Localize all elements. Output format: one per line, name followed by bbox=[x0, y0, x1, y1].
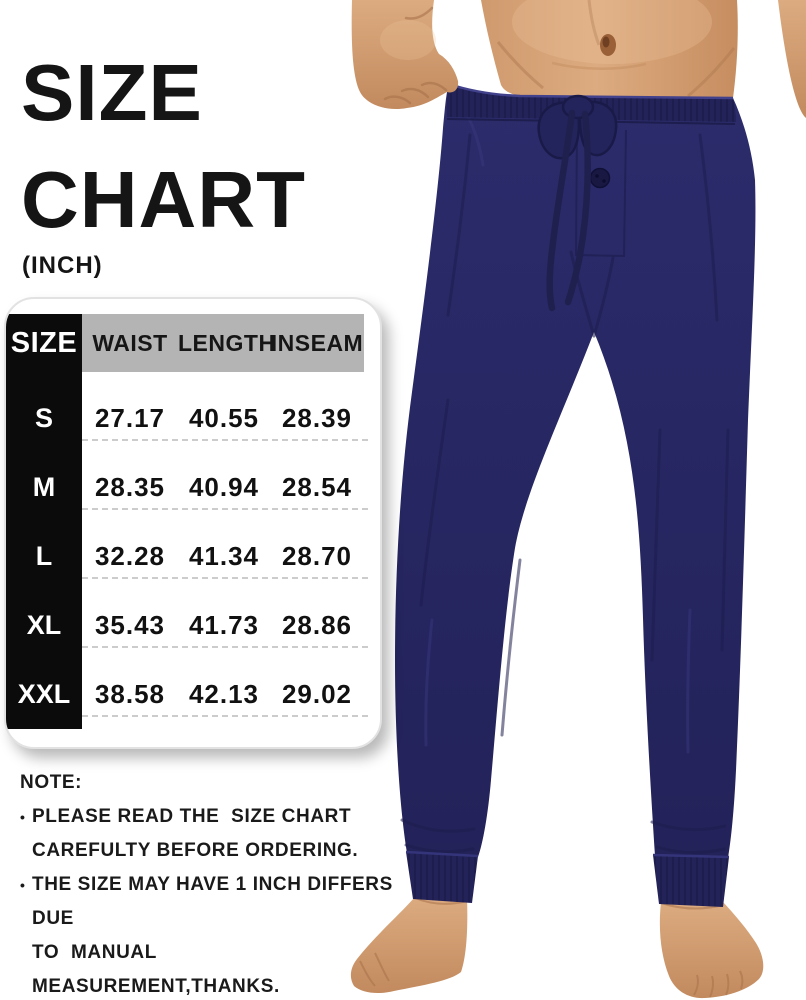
table-header: WAIST LENGTH INSEAM bbox=[82, 314, 364, 372]
waist-value: 32.28 bbox=[94, 541, 166, 571]
feet bbox=[350, 897, 764, 999]
length-value: 40.55 bbox=[188, 403, 260, 433]
table-row: 32.28 41.34 28.70 bbox=[82, 510, 368, 579]
button-placket bbox=[574, 127, 627, 257]
note-item-continuation: CAREFULTY BEFORE ORDERING. bbox=[32, 840, 359, 861]
left-foot bbox=[350, 897, 468, 994]
size-label: S bbox=[34, 403, 53, 433]
bullet-icon: • bbox=[20, 809, 26, 825]
waist-value: 27.17 bbox=[94, 403, 166, 433]
size-column: SIZE S M L XL XXL bbox=[6, 314, 82, 729]
inseam-value: 28.54 bbox=[281, 472, 353, 502]
waist-value: 35.43 bbox=[94, 610, 166, 640]
table-row: 28.35 40.94 28.54 bbox=[82, 441, 368, 510]
note-item: • PLEASE READ THE SIZE CHART bbox=[20, 800, 400, 834]
size-label: XL bbox=[26, 610, 62, 640]
size-chart-card: SIZE S M L XL XXL WAIST LENGTH INSEAM 27… bbox=[4, 297, 382, 749]
table-row: 35.43 41.73 28.86 bbox=[82, 579, 368, 648]
note-item-text: THE SIZE MAY HAVE 1 INCH DIFFERS DUE bbox=[32, 874, 405, 929]
torso bbox=[481, 0, 738, 98]
table-body: 27.17 40.55 28.39 28.35 40.94 28.54 32.2… bbox=[82, 372, 368, 717]
table-row: 27.17 40.55 28.39 bbox=[82, 372, 368, 441]
column-header-size: SIZE bbox=[10, 326, 78, 359]
size-label: XXL bbox=[17, 679, 71, 709]
table-row: 38.58 42.13 29.02 bbox=[82, 648, 368, 717]
note-heading: NOTE: bbox=[20, 772, 83, 793]
unit-label: (INCH) bbox=[22, 252, 103, 279]
inseam-value: 28.86 bbox=[281, 610, 353, 640]
page-title-line1: SIZE bbox=[21, 48, 203, 137]
length-value: 40.94 bbox=[188, 472, 260, 502]
right-arm bbox=[778, 0, 806, 118]
ankle-cuffs bbox=[405, 850, 730, 907]
length-value: 41.73 bbox=[188, 610, 260, 640]
size-label: M bbox=[32, 472, 56, 502]
page-title-line2: CHART bbox=[21, 155, 306, 244]
pants-body bbox=[395, 84, 756, 858]
note-section: NOTE: • PLEASE READ THE SIZE CHART CAREF… bbox=[20, 766, 400, 1000]
drawstring-strings bbox=[546, 109, 591, 312]
bullet-icon: • bbox=[20, 877, 26, 893]
fabric-folds bbox=[400, 133, 730, 855]
column-header-length: LENGTH bbox=[178, 329, 276, 356]
length-value: 41.34 bbox=[188, 541, 260, 571]
note-item-text: PLEASE READ THE SIZE CHART bbox=[32, 806, 352, 827]
right-foot bbox=[659, 902, 764, 999]
hand-pulling-waistband bbox=[351, 0, 459, 110]
inseam-value: 28.70 bbox=[281, 541, 353, 571]
column-header-inseam: INSEAM bbox=[270, 329, 364, 356]
note-item-continuation: TO MANUAL MEASUREMENT,THANKS. bbox=[32, 942, 280, 997]
note-item: • THE SIZE MAY HAVE 1 INCH DIFFERS DUE bbox=[20, 868, 400, 936]
waist-value: 28.35 bbox=[94, 472, 166, 502]
waist-value: 38.58 bbox=[94, 679, 166, 709]
navel bbox=[600, 34, 616, 56]
button bbox=[589, 167, 611, 189]
inseam-value: 28.39 bbox=[281, 403, 353, 433]
length-value: 42.13 bbox=[188, 679, 260, 709]
inseam-value: 29.02 bbox=[281, 679, 353, 709]
size-label: L bbox=[35, 541, 53, 571]
pajama-pants bbox=[395, 82, 756, 858]
column-header-waist: WAIST bbox=[92, 329, 168, 356]
